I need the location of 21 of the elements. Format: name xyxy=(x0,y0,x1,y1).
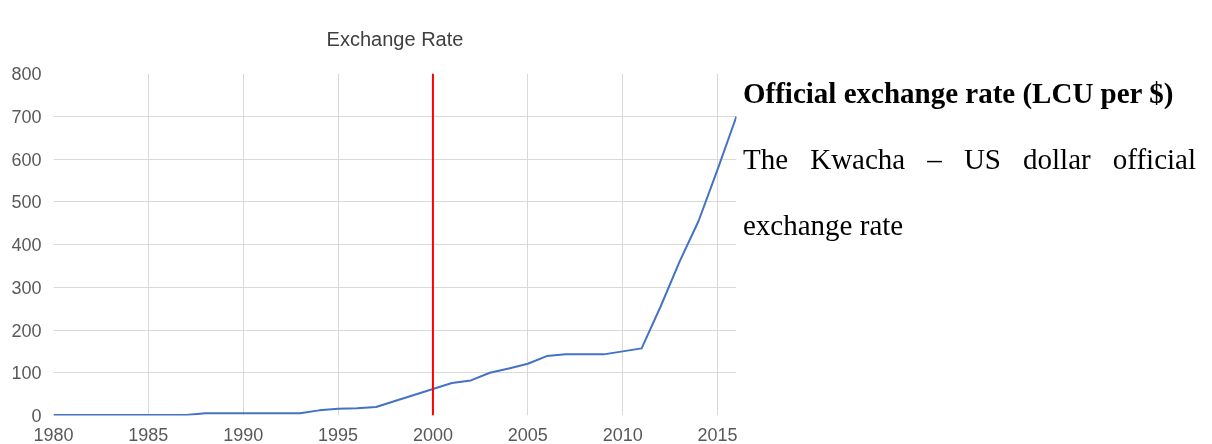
y-tick-label: 0 xyxy=(31,406,42,426)
line-series xyxy=(53,115,737,416)
y-tick-label: 400 xyxy=(11,235,42,255)
x-tick-label: 1980 xyxy=(33,424,74,444)
x-tick-label: 2015 xyxy=(697,424,738,444)
x-tick-label: 2010 xyxy=(602,424,643,444)
text: Official exchange rate (LCU per $) xyxy=(743,76,1175,110)
y-tick-label: 700 xyxy=(11,106,42,127)
y-tick-label: 500 xyxy=(11,192,42,213)
x-tick-label: 1985 xyxy=(128,424,169,444)
y-tick-label: 100 xyxy=(11,363,42,384)
x-tick-label: 2000 xyxy=(412,424,453,444)
y-tick-label: 300 xyxy=(11,277,42,298)
x-tick-label: 1995 xyxy=(318,424,359,444)
x-tick-label: 1990 xyxy=(223,424,264,444)
text: The Kwacha – US dollar official exchange rate xyxy=(743,142,1196,243)
chart-title: Exchange Rate xyxy=(326,28,464,50)
y-tick-label: 200 xyxy=(11,320,42,341)
y-tick-label: 800 xyxy=(11,64,42,84)
x-tick-label: 2005 xyxy=(507,424,548,444)
y-tick-label: 600 xyxy=(11,149,42,170)
